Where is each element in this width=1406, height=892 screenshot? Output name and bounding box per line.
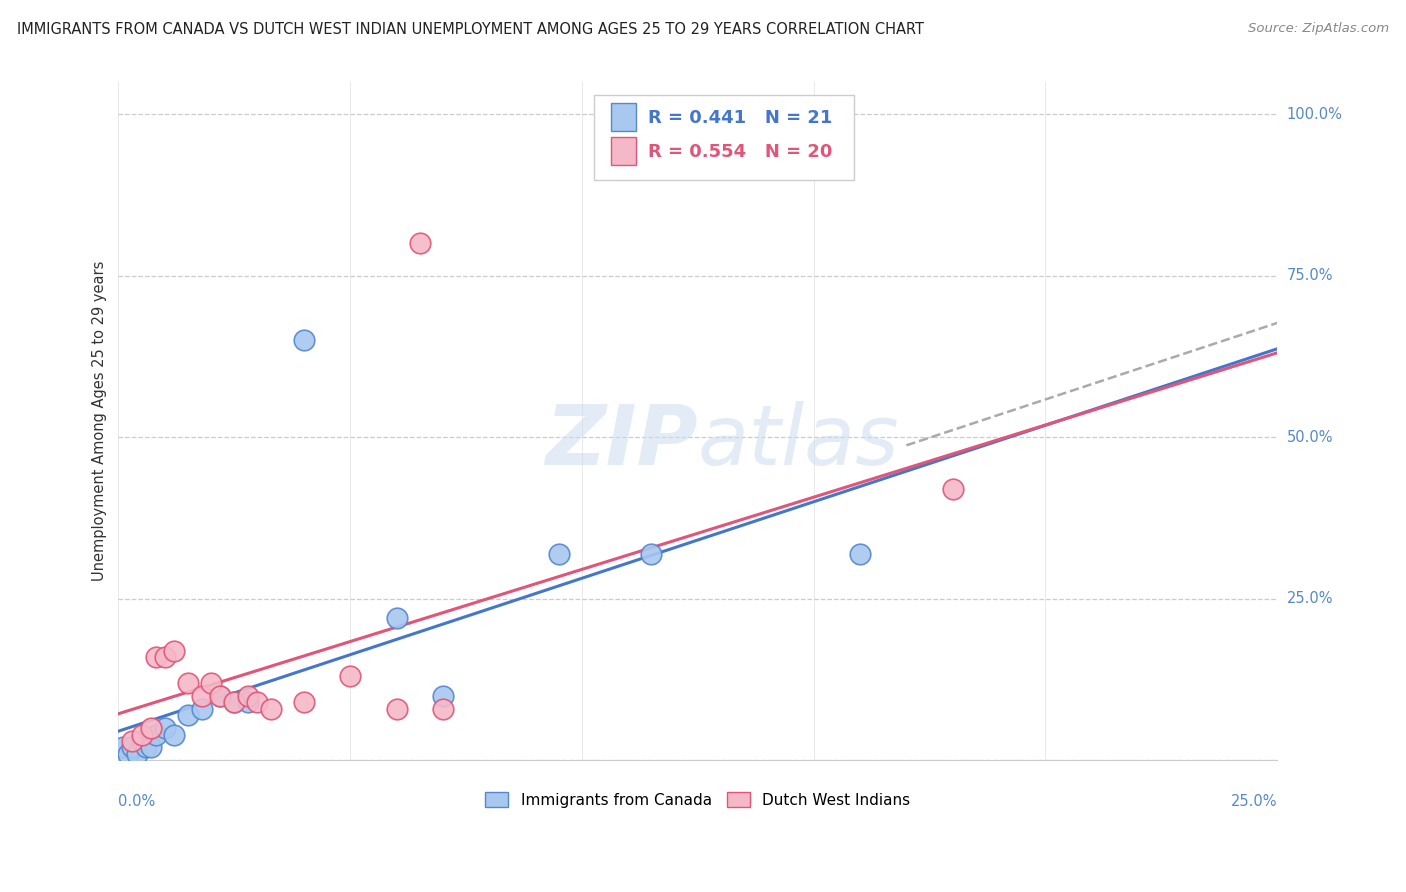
Point [385,611,408,625]
Point [238,695,260,709]
Point [112,740,135,755]
Point [339,669,361,683]
Text: ZIP: ZIP [546,401,697,482]
Point [224,695,246,709]
Text: atlas: atlas [697,401,900,482]
Point [117,747,139,761]
Point [432,701,454,715]
Text: 75.0%: 75.0% [1286,268,1333,284]
Point [163,643,186,657]
Point [145,650,167,665]
Text: Source: ZipAtlas.com: Source: ZipAtlas.com [1249,22,1389,36]
Point [224,695,246,709]
Y-axis label: Unemployment Among Ages 25 to 29 years: Unemployment Among Ages 25 to 29 years [93,261,107,582]
Text: 100.0%: 100.0% [1286,107,1343,121]
Text: 25.0%: 25.0% [1286,591,1333,607]
Point [177,676,200,690]
Point [121,734,143,748]
FancyBboxPatch shape [593,95,855,180]
Point [246,695,269,709]
Point [942,482,965,496]
Point [409,236,432,251]
Point [153,721,176,735]
Point [135,740,157,755]
Text: 25.0%: 25.0% [1230,794,1277,809]
FancyBboxPatch shape [612,103,637,131]
Point [292,334,315,348]
Point [385,701,408,715]
Point [131,734,153,748]
Point [209,689,232,703]
Point [153,650,176,665]
Point [849,547,872,561]
Text: 50.0%: 50.0% [1286,430,1333,445]
Point [547,547,569,561]
Point [432,689,454,703]
Point [191,689,214,703]
Point [177,708,200,723]
Point [292,695,315,709]
Text: R = 0.441   N = 21: R = 0.441 N = 21 [648,109,832,127]
Point [163,727,186,741]
Point [260,701,283,715]
FancyBboxPatch shape [612,136,637,165]
Point [131,727,153,741]
Point [191,701,214,715]
Point [121,740,143,755]
Point [640,547,662,561]
Text: IMMIGRANTS FROM CANADA VS DUTCH WEST INDIAN UNEMPLOYMENT AMONG AGES 25 TO 29 YEA: IMMIGRANTS FROM CANADA VS DUTCH WEST IND… [17,22,924,37]
Point [200,676,222,690]
Point [145,727,167,741]
Legend: Immigrants from Canada, Dutch West Indians: Immigrants from Canada, Dutch West India… [479,786,917,814]
Point [139,721,162,735]
Point [125,747,148,761]
Text: 0.0%: 0.0% [118,794,156,809]
Point [238,689,260,703]
Point [139,740,162,755]
Point [209,689,232,703]
Text: R = 0.554   N = 20: R = 0.554 N = 20 [648,143,832,161]
